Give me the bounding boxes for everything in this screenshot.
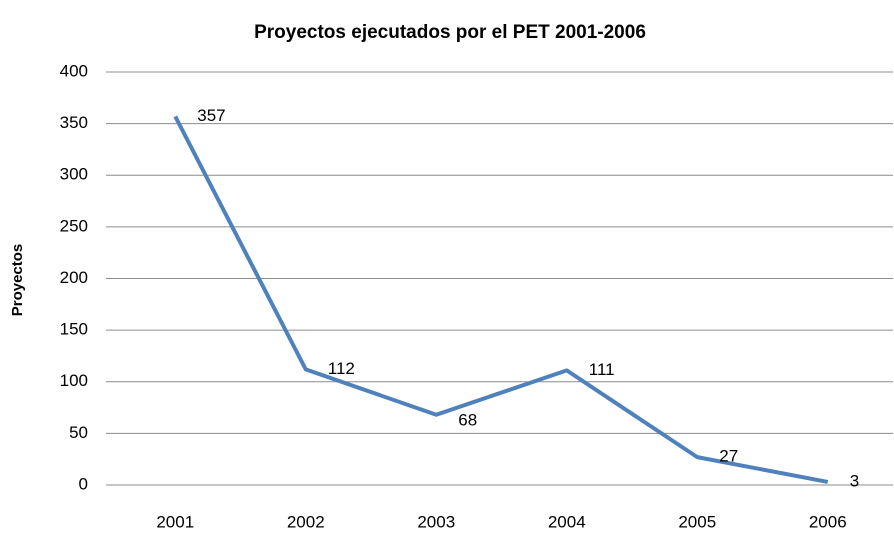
y-tick-label: 250 <box>60 216 88 235</box>
x-tick-label: 2001 <box>156 512 194 531</box>
data-label: 3 <box>850 471 859 490</box>
y-tick-label: 50 <box>69 423 88 442</box>
y-tick-label: 100 <box>60 371 88 390</box>
y-tick-label: 0 <box>79 474 88 493</box>
x-tick-label: 2002 <box>287 512 325 531</box>
x-tick-label: 2004 <box>548 512 586 531</box>
y-axis-label: Proyectos <box>9 244 26 317</box>
y-tick-label: 300 <box>60 165 88 184</box>
x-tick-label: 2005 <box>678 512 716 531</box>
data-label: 68 <box>458 410 477 429</box>
data-line <box>173 115 829 484</box>
y-tick-label: 400 <box>60 61 88 80</box>
data-label: 357 <box>197 106 225 125</box>
data-label: 112 <box>328 359 355 378</box>
x-tick-label: 2003 <box>417 512 455 531</box>
data-label: 111 <box>589 360 615 379</box>
chart-title: Proyectos ejecutados por el PET 2001-200… <box>254 22 646 43</box>
x-tick-label: 2006 <box>809 512 847 531</box>
y-tick-label: 350 <box>60 113 88 132</box>
data-label: 27 <box>719 447 738 466</box>
y-tick-label: 150 <box>60 320 88 339</box>
y-tick-label: 200 <box>60 268 88 287</box>
